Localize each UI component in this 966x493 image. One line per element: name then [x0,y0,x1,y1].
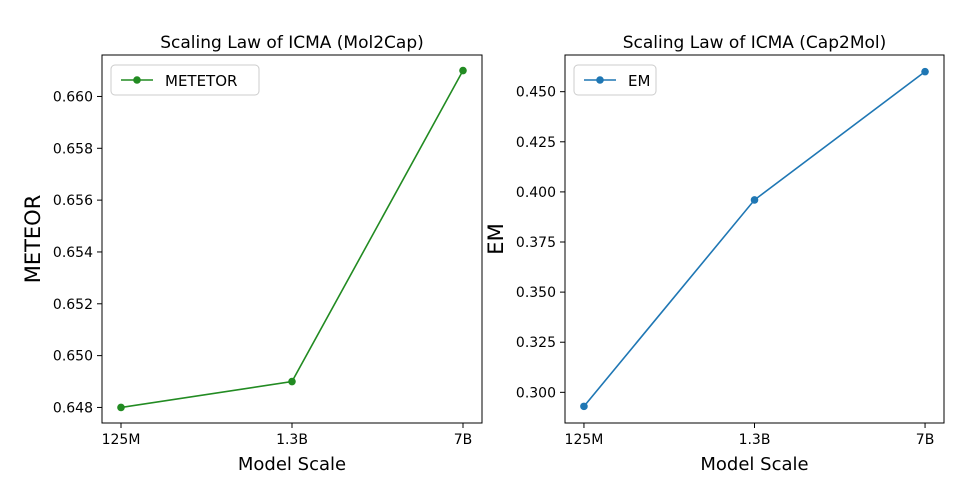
y-tick-label: 0.300 [516,385,556,401]
y-tick-label: 0.375 [516,235,556,251]
y-tick-label: 0.450 [516,85,556,101]
y-tick-label: 0.660 [53,89,93,105]
legend-label: EM [628,72,650,90]
data-point [921,67,929,76]
y-tick-label: 0.650 [53,349,93,365]
x-tick-label: 1.3B [739,432,771,448]
chart-panel-2: Scaling Law of ICMA (Cap2Mol) Model Scale… [484,33,945,475]
y-tick-label: 0.654 [53,245,93,261]
y-tick-label: 0.656 [53,193,93,209]
y-axis-label: EM [484,223,508,254]
y-tick-label: 0.325 [516,335,556,351]
data-point [288,377,296,386]
chart-panel-1: Scaling Law of ICMA (Mol2Cap) Model Scale… [21,33,483,475]
data-point [750,196,759,204]
y-tick-label: 0.658 [53,141,93,157]
x-tick-label: 1.3B [276,432,308,448]
plot-frame [564,54,945,424]
legend-box [110,64,260,96]
legend-label: METETOR [165,72,237,90]
plot-frame [101,54,483,424]
y-tick-label: 0.648 [53,400,93,416]
legend-marker [133,76,141,84]
data-point [580,402,588,411]
data-point [459,66,467,75]
x-tick-label: 125M [565,432,604,448]
x-axis-label: Model Scale [700,454,808,475]
legend-marker [596,76,604,84]
chart-title: Scaling Law of ICMA (Mol2Cap) [160,33,424,53]
x-tick-label: 7B [454,432,473,448]
x-tick-label: 7B [916,432,935,448]
y-axis-label: METEOR [21,195,45,284]
series-line [583,70,926,407]
data-point [117,403,125,412]
chart-title: Scaling Law of ICMA (Cap2Mol) [623,33,887,53]
y-tick-label: 0.350 [516,285,556,301]
y-tick-label: 0.400 [516,185,556,201]
x-tick-label: 125M [102,432,141,448]
x-axis-label: Model Scale [238,454,346,475]
y-tick-label: 0.425 [516,135,556,151]
y-tick-label: 0.652 [53,297,93,313]
series-line [120,70,464,409]
